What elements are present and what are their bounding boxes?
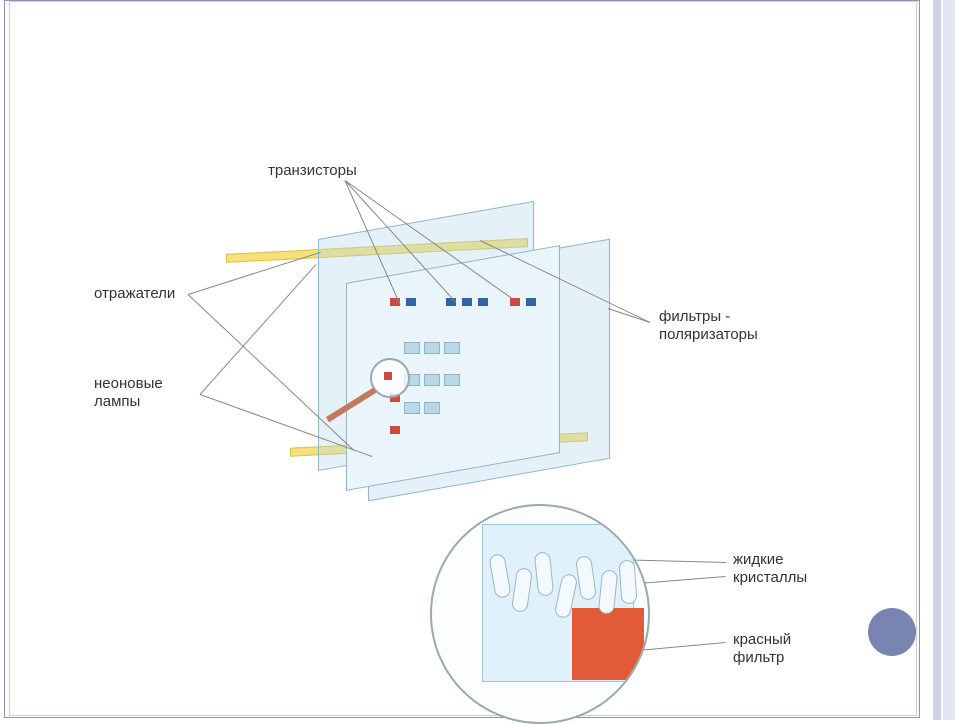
decor-circle [868, 608, 916, 656]
detail-zoom-circle [430, 504, 650, 724]
red-filter-block [572, 608, 644, 680]
side-bar-outer [943, 0, 955, 720]
transistor [510, 298, 520, 306]
callout-line [608, 308, 650, 323]
lc-cell [404, 342, 420, 354]
magnified-pixel [384, 372, 392, 380]
label-reflectors: отражатели [94, 285, 175, 303]
slide-frame-outer: транзисторы отражатели неоновые лампы фи… [4, 0, 920, 718]
callout-line [638, 642, 726, 651]
lc-cell [424, 402, 440, 414]
label-polarizers: фильтры - поляризаторы [659, 308, 758, 344]
transistor [478, 298, 488, 306]
transistor [462, 298, 472, 306]
lc-cell [424, 342, 440, 354]
transistor [526, 298, 536, 306]
lc-cell [444, 374, 460, 386]
label-liquid-crystals: жидкие кристаллы [733, 551, 807, 587]
lc-cell [404, 402, 420, 414]
transistor [390, 426, 400, 434]
transistor [406, 298, 416, 306]
side-bar-inner [933, 0, 941, 720]
lc-cell [444, 342, 460, 354]
liquid-crystal [618, 559, 637, 604]
slide-frame-inner: транзисторы отражатели неоновые лампы фи… [9, 1, 917, 716]
label-red-filter: красный фильтр [733, 631, 791, 667]
lc-cell [424, 374, 440, 386]
label-neon-lamps: неоновые лампы [94, 375, 163, 411]
label-transistors: транзисторы [268, 162, 357, 180]
